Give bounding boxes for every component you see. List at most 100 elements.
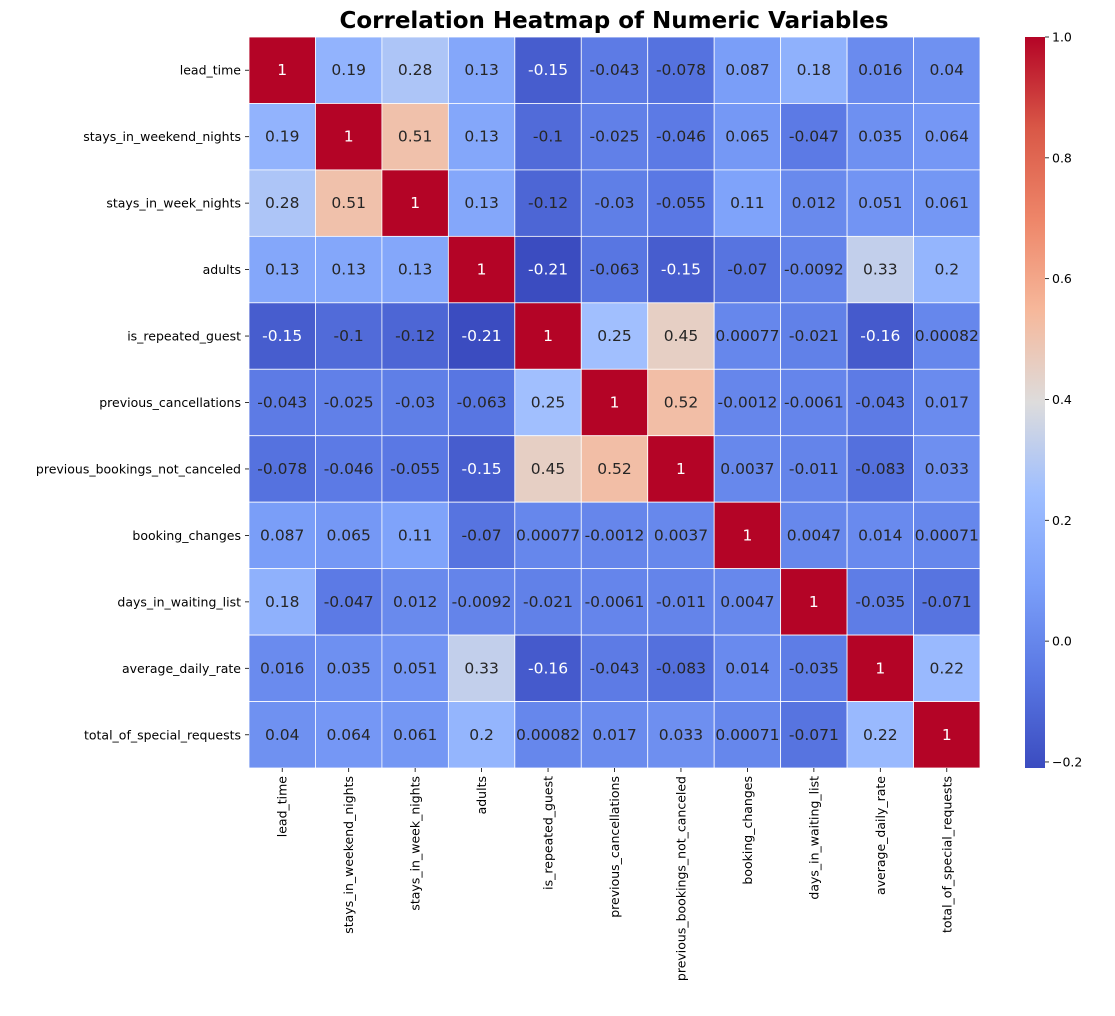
cell-annotation: 0.00077: [715, 327, 779, 345]
cell-annotation: -0.0061: [585, 593, 645, 611]
cell-annotation: 0.18: [265, 593, 300, 611]
cell-annotation: 0.014: [858, 526, 902, 544]
cell-annotation: -0.055: [390, 460, 440, 478]
cell-annotation: 0.18: [797, 61, 832, 79]
heatmap-cell: [514, 169, 582, 237]
cell-annotation: -0.043: [590, 61, 640, 79]
heatmap-cell: [647, 103, 715, 171]
heatmap-cell: [846, 701, 914, 769]
heatmap-cell: [381, 169, 449, 237]
cell-annotation: -0.1: [533, 128, 563, 146]
cell-annotation: 0.014: [725, 659, 769, 677]
heatmap-cell: [713, 435, 782, 503]
cell-annotation: 1: [875, 659, 885, 677]
cell-annotation: 0.25: [531, 394, 566, 412]
cell-annotation: -0.083: [656, 659, 706, 677]
cell-annotation: -0.071: [922, 593, 972, 611]
cell-annotation: -0.078: [656, 61, 706, 79]
cell-annotation: 1: [543, 327, 553, 345]
heatmap-cell: [647, 302, 715, 370]
cell-annotation: -0.035: [855, 593, 905, 611]
cell-annotation: 0.11: [398, 526, 433, 544]
heatmap-cell: [913, 435, 981, 503]
heatmap-cell: [846, 36, 914, 104]
cell-annotation: 0.087: [260, 526, 304, 544]
heatmap-cell: [846, 501, 914, 570]
cell-annotation: 0.52: [664, 394, 699, 412]
heatmap-cell: [846, 302, 914, 370]
heatmap-cell: [647, 169, 715, 237]
heatmap-cell: [381, 235, 449, 304]
heatmap-cell: [913, 169, 981, 237]
cell-annotation: 0.051: [858, 194, 902, 212]
cell-annotation: 0.28: [398, 61, 433, 79]
heatmap-cell: [780, 368, 848, 437]
cell-annotation: 0.45: [664, 327, 699, 345]
heatmap-cell: [913, 568, 981, 636]
cell-annotation: 1: [742, 526, 752, 544]
colorbar-ticks: 1.0 0.8 0.6 0.4 0.2 0.0 −0.2: [1045, 30, 1082, 769]
row-label: average_daily_rate: [122, 661, 241, 676]
cell-annotation: 0.04: [265, 726, 300, 744]
heatmap-cell: [780, 634, 848, 702]
cell-annotation: 0.035: [858, 128, 902, 146]
row-label: stays_in_weekend_nights: [83, 129, 241, 144]
heatmap-cell: [913, 302, 981, 370]
cell-annotation: 0.00082: [516, 726, 580, 744]
colorbar-tick-label: −0.2: [1052, 754, 1082, 769]
cell-annotation: -0.043: [257, 394, 307, 412]
cell-annotation: 0.45: [531, 460, 566, 478]
cell-annotation: 1: [942, 726, 952, 744]
cell-annotation: -0.047: [324, 593, 374, 611]
heatmap-cell: [713, 501, 782, 570]
column-labels: lead_time stays_in_weekend_nights stays_in…: [275, 768, 954, 981]
heatmap-cell: [713, 36, 782, 104]
heatmap-cell: [913, 235, 981, 304]
cell-annotation: -0.011: [656, 593, 706, 611]
cell-annotation: -0.07: [462, 526, 502, 544]
colorbar-tick-label: 0.4: [1052, 392, 1072, 407]
heatmap-cell: [780, 568, 848, 636]
cell-annotation: 0.2: [469, 726, 494, 744]
heatmap-cell: [248, 103, 316, 171]
heatmap-cell: [780, 302, 848, 370]
heatmap-cell: [315, 501, 383, 570]
cell-annotation: 0.51: [331, 194, 366, 212]
cell-annotation: -0.021: [789, 327, 839, 345]
cell-annotation: -0.043: [590, 659, 640, 677]
heatmap-cell: [381, 302, 449, 370]
heatmap-cell: [780, 169, 848, 237]
heatmap-cell: [580, 568, 649, 636]
cell-annotation: 0.13: [464, 128, 499, 146]
cell-annotation: 0.033: [659, 726, 703, 744]
cell-annotation: 1: [610, 394, 620, 412]
heatmap-cell: [580, 501, 649, 570]
row-label: previous_cancellations: [99, 395, 241, 410]
heatmap-cell: [315, 103, 383, 171]
colorbar-tick-label: 0.8: [1052, 150, 1072, 165]
heatmap-cell: [713, 568, 782, 636]
heatmap-cell: [580, 302, 649, 370]
colorbar-tick-label: 1.0: [1052, 30, 1072, 45]
cell-annotation: 0.00071: [915, 526, 979, 544]
cell-annotation: -0.063: [590, 261, 640, 279]
heatmap-cell: [381, 701, 449, 769]
cell-annotation: -0.0092: [452, 593, 512, 611]
cell-annotation: 0.13: [331, 261, 366, 279]
cell-annotation: -0.1: [334, 327, 364, 345]
cell-annotation: -0.047: [789, 128, 839, 146]
cell-annotation: 0.28: [265, 194, 300, 212]
heatmap-cell: [780, 435, 848, 503]
heatmap-cell: [514, 36, 582, 104]
heatmap-cell: [248, 568, 316, 636]
column-label: stays_in_week_nights: [408, 776, 423, 911]
cell-annotation: -0.15: [528, 61, 568, 79]
column-label: previous_bookings_not_canceled: [673, 776, 688, 981]
cell-annotation: -0.21: [462, 327, 502, 345]
column-label: stays_in_weekend_nights: [341, 776, 356, 934]
cell-annotation: -0.15: [262, 327, 302, 345]
cell-annotation: 0.22: [863, 726, 898, 744]
heatmap-cell: [580, 235, 649, 304]
cell-annotation: 1: [676, 460, 686, 478]
cell-annotation: 0.13: [398, 261, 433, 279]
